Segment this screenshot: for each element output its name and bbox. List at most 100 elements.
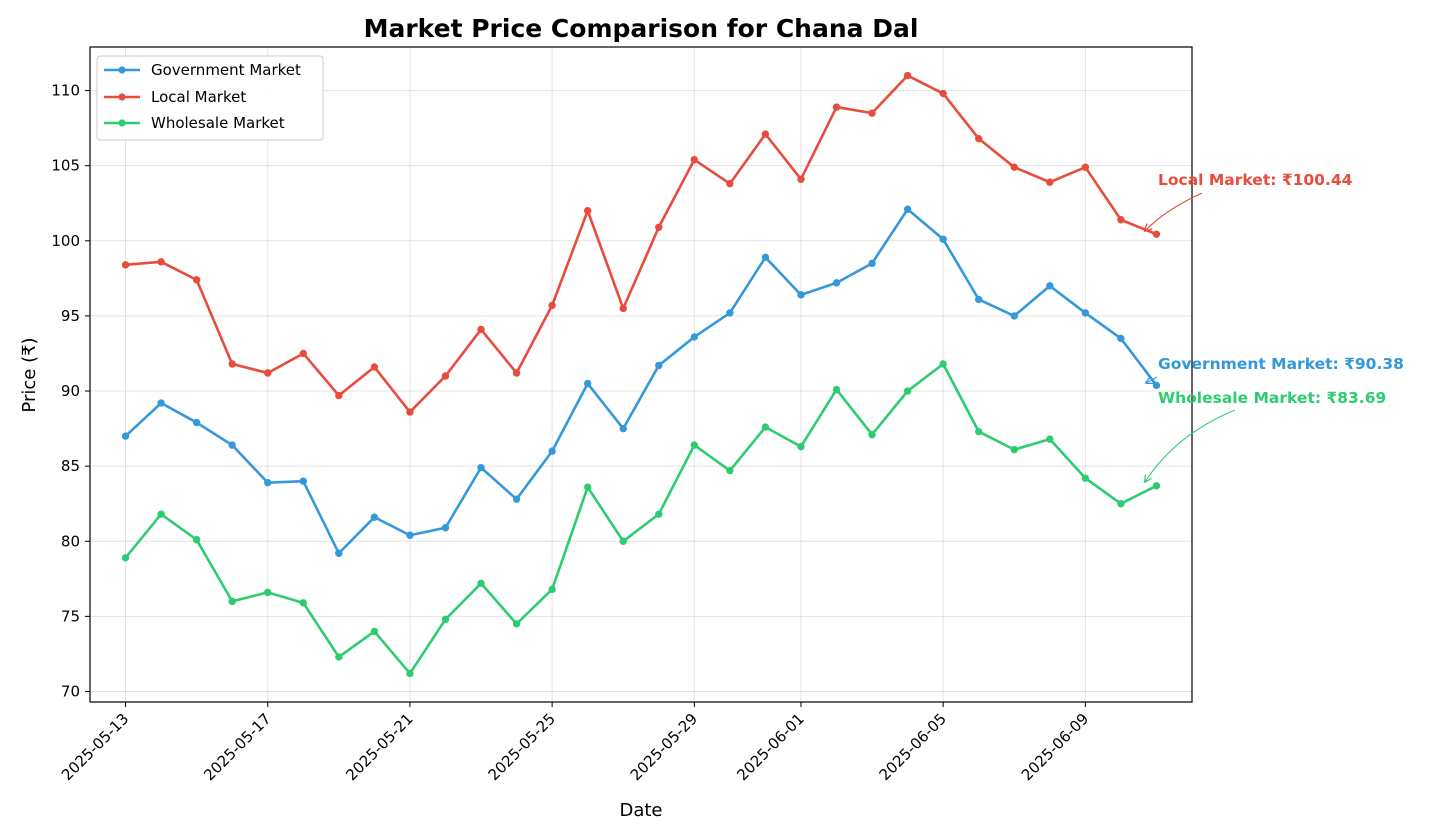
y-tick-label: 90 — [61, 382, 80, 400]
series-layer — [121, 71, 1161, 678]
series-line-government-market — [124, 207, 1158, 555]
data-point-wholesale-market — [726, 466, 734, 475]
data-point-government-market — [192, 418, 201, 427]
x-tick-label: 2025-06-01 — [733, 710, 807, 784]
legend-label-local: Local Market — [151, 88, 246, 106]
data-point-government-market — [157, 399, 165, 407]
data-point-local-market — [370, 363, 379, 371]
data-point-local-market — [512, 369, 521, 377]
data-point-wholesale-market — [192, 536, 201, 544]
data-point-wholesale-market — [975, 427, 983, 436]
annotation-wholesale-market: Wholesale Market: ₹83.69 — [1158, 389, 1386, 407]
data-point-local-market — [583, 207, 592, 215]
plot-frame — [89, 46, 1193, 703]
data-point-wholesale-market — [1081, 474, 1090, 482]
data-point-government-market — [975, 295, 983, 304]
y-tick-label: 85 — [61, 457, 80, 475]
data-point-wholesale-market — [832, 385, 841, 394]
y-tick-label: 110 — [51, 82, 80, 100]
data-point-local-market — [299, 349, 307, 358]
data-point-local-market — [975, 134, 983, 143]
data-point-local-market — [726, 180, 734, 188]
data-point-wholesale-market — [406, 669, 414, 678]
y-tick-label: 100 — [51, 232, 80, 250]
data-point-government-market — [228, 441, 236, 449]
data-point-local-market — [903, 71, 912, 80]
legend-box — [96, 55, 324, 141]
data-point-local-market — [121, 261, 130, 269]
data-point-government-market — [477, 463, 485, 472]
data-point-government-market — [761, 253, 770, 262]
x-tick-label: 2025-05-13 — [58, 710, 132, 784]
y-tick-label: 95 — [61, 307, 80, 325]
data-point-government-market — [1010, 312, 1018, 320]
legend-marker-wholesale — [118, 119, 126, 127]
data-point-wholesale-market — [619, 537, 627, 545]
data-point-wholesale-market — [441, 615, 450, 624]
legend-item-wholesale: Wholesale Market — [104, 114, 285, 132]
data-point-local-market — [335, 391, 343, 400]
y-axis-label: Price (₹) — [19, 337, 40, 412]
data-point-wholesale-market — [299, 599, 307, 607]
data-point-wholesale-market — [903, 387, 912, 395]
annotation-arrow-government — [1146, 377, 1158, 383]
data-point-wholesale-market — [797, 442, 805, 451]
x-axis-label: Date — [619, 800, 662, 821]
data-point-local-market — [441, 372, 450, 380]
legend-marker-local — [118, 93, 126, 101]
annotation-government-market: Government Market: ₹90.38 — [1158, 355, 1404, 373]
y-tick-label: 75 — [61, 607, 80, 625]
data-point-government-market — [406, 531, 414, 539]
axis-ticks: 70 75 80 85 90 95 100 105 110 2025-05-13 2025-05-1… — [51, 82, 1092, 785]
data-point-government-market — [832, 279, 841, 287]
series-line-wholesale-market — [124, 362, 1158, 675]
data-point-local-market — [655, 223, 663, 231]
legend: Government Market Local Market Wholesale… — [96, 55, 324, 141]
data-point-government-market — [619, 424, 627, 433]
series-line-local-market — [124, 74, 1158, 414]
data-point-government-market — [512, 495, 521, 503]
chart-title: Market Price Comparison for Chana Dal — [364, 14, 919, 43]
data-point-government-market — [370, 513, 379, 521]
data-point-wholesale-market — [121, 554, 130, 562]
data-point-local-market — [406, 408, 414, 416]
data-point-local-market — [1010, 163, 1018, 171]
legend-label-government: Government Market — [151, 61, 301, 79]
data-point-local-market — [1081, 163, 1090, 171]
grid-lines — [90, 47, 1192, 702]
data-point-wholesale-market — [655, 510, 663, 518]
y-tick-label: 105 — [51, 157, 80, 175]
x-tick-label: 2025-05-21 — [342, 710, 416, 784]
data-point-government-market — [1046, 282, 1054, 290]
data-point-government-market — [548, 447, 556, 455]
data-point-government-market — [690, 333, 699, 341]
x-tick-label: 2025-05-17 — [200, 710, 274, 784]
data-point-government-market — [1081, 309, 1090, 317]
data-point-government-market — [903, 205, 912, 213]
data-point-wholesale-market — [761, 423, 770, 431]
data-point-government-market — [1117, 334, 1125, 343]
x-tick-label: 2025-05-25 — [485, 710, 559, 784]
data-point-wholesale-market — [335, 653, 343, 661]
data-point-local-market — [1046, 178, 1054, 186]
data-point-wholesale-market — [1152, 482, 1161, 490]
data-point-wholesale-market — [690, 441, 699, 449]
data-point-government-market — [726, 309, 734, 317]
data-point-local-market — [228, 360, 236, 368]
data-point-wholesale-market — [264, 588, 272, 597]
annotations: Local Market: ₹100.44 Government Market:… — [1145, 171, 1404, 482]
data-point-government-market — [264, 478, 272, 487]
x-tick-label: 2025-05-29 — [627, 710, 701, 784]
legend-item-government: Government Market — [104, 61, 301, 79]
data-point-wholesale-market — [548, 585, 556, 594]
x-tick-label: 2025-06-09 — [1018, 710, 1092, 784]
data-point-government-market — [583, 379, 592, 388]
data-point-wholesale-market — [868, 430, 876, 439]
data-point-government-market — [939, 235, 947, 243]
annotation-arrow-local — [1145, 192, 1203, 231]
data-point-wholesale-market — [939, 360, 947, 368]
data-point-wholesale-market — [477, 579, 485, 588]
data-point-wholesale-market — [228, 597, 236, 606]
legend-item-local: Local Market — [104, 88, 246, 106]
